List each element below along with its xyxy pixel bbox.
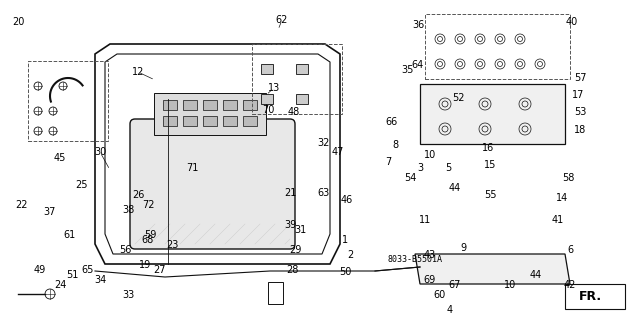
Text: 42: 42 [564, 280, 576, 290]
Text: 64: 64 [412, 60, 424, 70]
Text: 36: 36 [412, 20, 424, 30]
Text: 44: 44 [449, 183, 461, 193]
Text: 48: 48 [288, 107, 300, 117]
Text: 21: 21 [284, 188, 296, 198]
Text: FR.: FR. [579, 290, 602, 302]
Bar [163, 116, 177, 126]
Text: 34: 34 [94, 275, 106, 285]
Text: 45: 45 [54, 153, 66, 163]
Text: 20: 20 [12, 17, 24, 27]
Bar [425, 14, 570, 79]
Bar [223, 100, 237, 110]
Polygon shape [415, 254, 570, 284]
Text: 69: 69 [424, 275, 436, 285]
Text: 39: 39 [284, 220, 296, 230]
Text: 5: 5 [445, 163, 451, 173]
Text: 59: 59 [144, 230, 156, 240]
Text: 63: 63 [317, 188, 329, 198]
Bar [203, 116, 217, 126]
Text: 58: 58 [562, 173, 574, 183]
Text: 72: 72 [141, 200, 154, 210]
Text: 68: 68 [142, 235, 154, 245]
Text: 44: 44 [530, 270, 542, 280]
Text: 67: 67 [449, 280, 461, 290]
Text: 3: 3 [417, 163, 423, 173]
Bar [261, 64, 273, 74]
Text: 30: 30 [94, 147, 106, 157]
Bar [296, 94, 308, 104]
Bar [243, 116, 257, 126]
Text: 8033-B5501A: 8033-B5501A [387, 255, 442, 263]
Text: 66: 66 [386, 117, 398, 127]
Bar [223, 116, 237, 126]
Text: 19: 19 [139, 260, 151, 270]
Text: 52: 52 [452, 93, 464, 103]
Text: 50: 50 [339, 267, 351, 277]
Text: 10: 10 [504, 280, 516, 290]
FancyBboxPatch shape [154, 93, 266, 135]
Text: 37: 37 [44, 207, 56, 217]
Text: 12: 12 [132, 67, 144, 77]
Text: 54: 54 [404, 173, 416, 183]
Text: 17: 17 [572, 90, 584, 100]
Text: 2: 2 [347, 250, 353, 260]
Bar [183, 100, 197, 110]
Text: 40: 40 [566, 17, 578, 27]
Bar [252, 44, 342, 114]
Text: 26: 26 [132, 190, 144, 200]
Text: 57: 57 [573, 73, 586, 83]
Text: 55: 55 [484, 190, 496, 200]
Text: 23: 23 [166, 240, 178, 250]
Text: 60: 60 [434, 290, 446, 300]
Text: 14: 14 [556, 193, 568, 203]
Text: 24: 24 [54, 280, 66, 290]
Text: 25: 25 [76, 180, 88, 190]
Bar [268, 282, 283, 304]
Text: 27: 27 [154, 265, 166, 275]
Bar [183, 116, 197, 126]
Text: 53: 53 [574, 107, 586, 117]
Text: 13: 13 [268, 83, 280, 93]
Text: 28: 28 [286, 265, 298, 275]
Text: 32: 32 [317, 138, 329, 148]
Bar [28, 61, 108, 141]
Text: 49: 49 [34, 265, 46, 275]
FancyBboxPatch shape [130, 119, 295, 249]
Bar [296, 64, 308, 74]
Text: 38: 38 [122, 205, 134, 215]
Text: 70: 70 [262, 105, 274, 115]
Bar [163, 100, 177, 110]
Polygon shape [420, 84, 565, 144]
Text: 16: 16 [482, 143, 494, 153]
Text: 33: 33 [122, 290, 134, 300]
Text: 71: 71 [186, 163, 198, 173]
Text: 9: 9 [460, 243, 466, 253]
Text: 62: 62 [276, 15, 288, 25]
Text: 35: 35 [401, 65, 413, 75]
Text: 31: 31 [294, 225, 306, 235]
Bar [243, 100, 257, 110]
Text: 1: 1 [342, 235, 348, 245]
Text: 46: 46 [341, 195, 353, 205]
Text: 61: 61 [64, 230, 76, 240]
Text: 4: 4 [447, 305, 453, 315]
Bar [261, 94, 273, 104]
Text: 15: 15 [484, 160, 496, 170]
Text: 65: 65 [82, 265, 94, 275]
Text: 18: 18 [574, 125, 586, 135]
Bar [203, 100, 217, 110]
Text: 41: 41 [552, 215, 564, 225]
Text: 56: 56 [119, 245, 131, 255]
Text: 29: 29 [289, 245, 301, 255]
Text: 22: 22 [16, 200, 28, 210]
Text: 6: 6 [567, 245, 573, 255]
Text: 51: 51 [66, 270, 78, 280]
Text: 10: 10 [424, 150, 436, 160]
Text: 8: 8 [392, 140, 398, 150]
Text: 7: 7 [385, 157, 391, 167]
Bar [565, 284, 625, 309]
Text: 43: 43 [424, 250, 436, 260]
Text: 11: 11 [419, 215, 431, 225]
Text: 47: 47 [332, 147, 344, 157]
